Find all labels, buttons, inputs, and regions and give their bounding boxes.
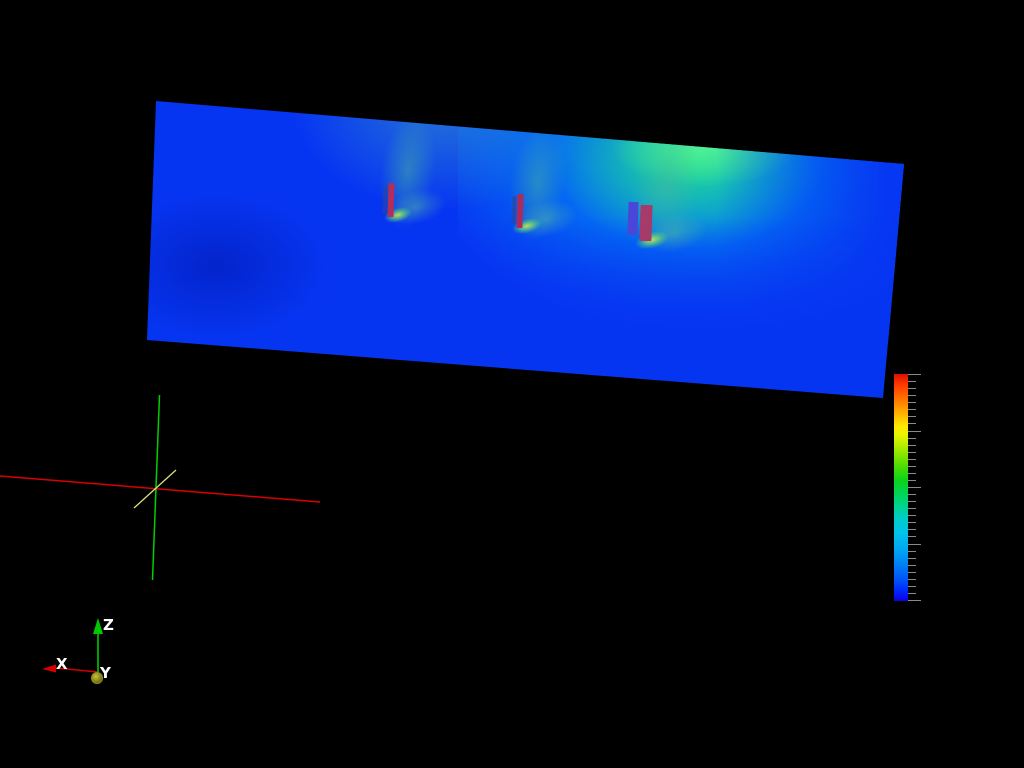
colorbar-minor-tick (908, 579, 916, 580)
color-legend[interactable] (894, 374, 921, 601)
colorbar-minor-tick (908, 529, 916, 530)
colorbar-minor-tick (908, 381, 916, 382)
colorbar-minor-tick (908, 466, 916, 467)
colorbar-major-tick (908, 487, 921, 488)
triad-x-arrowhead-icon (42, 664, 56, 673)
colorbar-minor-tick (908, 388, 916, 389)
colorbar-minor-tick (908, 423, 916, 424)
colorbar-minor-tick (908, 508, 916, 509)
colorbar-minor-tick (908, 409, 916, 410)
color-legend-gradient (894, 374, 908, 601)
colorbar-minor-tick (908, 473, 916, 474)
colorbar-minor-tick (908, 452, 916, 453)
colorbar-major-tick (908, 374, 921, 375)
colorbar-minor-tick (908, 515, 916, 516)
colorbar-major-tick (908, 544, 921, 545)
heat-bar (638, 204, 653, 241)
colorbar-minor-tick (908, 445, 916, 446)
tip-fringe (633, 227, 671, 253)
colorbar-major-tick (908, 600, 921, 601)
colorbar-minor-tick (908, 480, 916, 481)
simulation-surface[interactable] (147, 101, 904, 398)
colorbar-minor-tick (908, 593, 916, 594)
triad-y-sphere-icon (91, 672, 103, 684)
colorbar-minor-tick (908, 459, 916, 460)
triad-y-label: Y (99, 664, 112, 682)
triad-x-label: X (56, 655, 68, 673)
colorbar-minor-tick (908, 586, 916, 587)
cool-bar (627, 201, 639, 236)
colorbar-minor-tick (908, 558, 916, 559)
colorbar-minor-tick (908, 438, 916, 439)
plume (622, 120, 710, 254)
colorbar-minor-tick (908, 522, 916, 523)
triad-x-shaft (55, 667, 99, 673)
triad-z-label: Z (103, 616, 114, 634)
rotation-center-z-axis (151, 394, 161, 581)
cloud (636, 207, 712, 259)
rotation-center-x-axis (0, 475, 321, 503)
colorbar-minor-tick (908, 494, 916, 495)
colorbar-minor-tick (908, 565, 916, 566)
colorbar-minor-tick (908, 572, 916, 573)
rotation-center-y-axis (133, 469, 177, 509)
colorbar-minor-tick (908, 501, 916, 502)
heat-source-3 (147, 101, 904, 398)
colorbar-minor-tick (908, 536, 916, 537)
colorbar-minor-tick (908, 416, 916, 417)
colorbar-minor-tick (908, 402, 916, 403)
colorbar-major-tick (908, 431, 921, 432)
triad-z-arrowhead-icon (93, 618, 103, 634)
colorbar-minor-tick (908, 551, 916, 552)
colorbar-minor-tick (908, 395, 916, 396)
